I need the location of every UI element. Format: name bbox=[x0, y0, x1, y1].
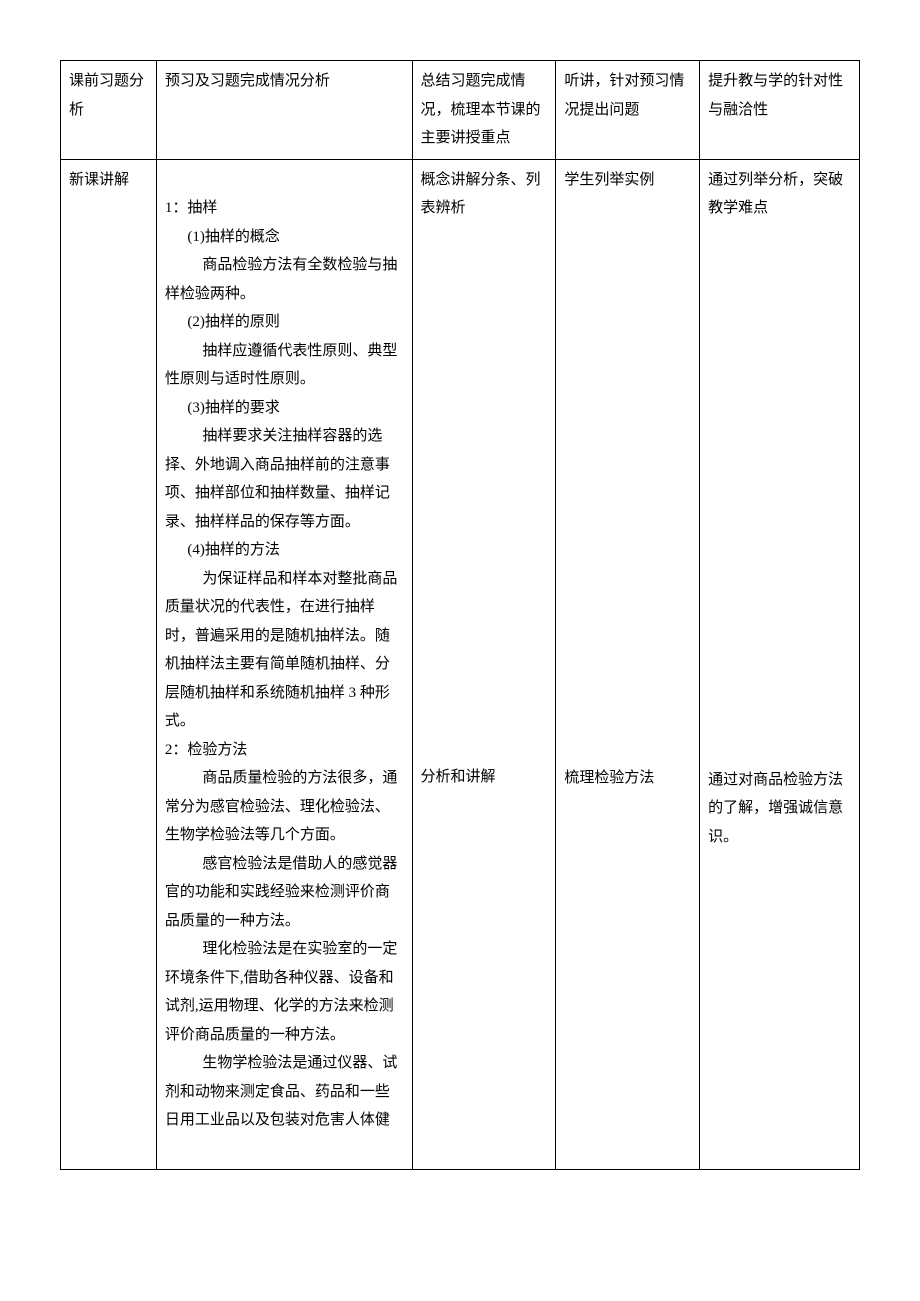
subsection-heading: (4)抽样的方法 bbox=[165, 536, 404, 565]
table-row: 课前习题分析 预习及习题完成情况分析 总结习题完成情况，梳理本节课的主要讲授重点… bbox=[61, 61, 860, 160]
cell-teacher: 概念讲解分条、列表辨析 分析和讲解 bbox=[412, 159, 556, 1170]
body-text: 商品质量检验的方法很多，通常分为感官检验法、理化检验法、生物学检验法等几个方面。 bbox=[165, 764, 404, 850]
body-text: 为保证样品和样本对整批商品质量状况的代表性，在进行抽样时，普遍采用的是随机抽样法… bbox=[165, 565, 404, 736]
body-text: 生物学检验法是通过仪器、试剂和动物来测定食品、药品和一些日用工业品以及包装对危害… bbox=[165, 1049, 404, 1135]
section-title: 2：检验方法 bbox=[165, 736, 404, 765]
cell-content: 1：抽样 (1)抽样的概念 商品检验方法有全数检验与抽样检验两种。 (2)抽样的… bbox=[156, 159, 412, 1170]
cell-student: 学生列举实例 梳理检验方法 bbox=[556, 159, 700, 1170]
subsection-heading: (3)抽样的要求 bbox=[165, 394, 404, 423]
body-text: 抽样应遵循代表性原则、典型性原则与适时性原则。 bbox=[165, 337, 404, 394]
body-text: 分析和讲解 bbox=[421, 763, 548, 792]
subsection-heading: (2)抽样的原则 bbox=[165, 308, 404, 337]
cell-content: 预习及习题完成情况分析 bbox=[156, 61, 412, 160]
cell-intent: 通过列举分析，突破教学难点 通过对商品检验方法的了解，增强诚信意识。 bbox=[700, 159, 860, 1170]
subsection-heading: (1)抽样的概念 bbox=[165, 223, 404, 252]
body-text: 通过列举分析，突破教学难点 bbox=[708, 166, 851, 223]
body-text: 学生列举实例 bbox=[564, 166, 691, 195]
cell-stage: 新课讲解 bbox=[61, 159, 157, 1170]
cell-stage: 课前习题分析 bbox=[61, 61, 157, 160]
body-text: 商品检验方法有全数检验与抽样检验两种。 bbox=[165, 251, 404, 308]
body-text: 抽样要求关注抽样容器的选择、外地调入商品抽样前的注意事项、抽样部位和抽样数量、抽… bbox=[165, 422, 404, 536]
body-text: 理化检验法是在实验室的一定环境条件下,借助各种仪器、设备和试剂,运用物理、化学的… bbox=[165, 935, 404, 1049]
table-row: 新课讲解 1：抽样 (1)抽样的概念 商品检验方法有全数检验与抽样检验两种。 (… bbox=[61, 159, 860, 1170]
lesson-plan-table: 课前习题分析 预习及习题完成情况分析 总结习题完成情况，梳理本节课的主要讲授重点… bbox=[60, 60, 860, 1170]
body-text: 概念讲解分条、列表辨析 bbox=[421, 166, 548, 223]
cell-student: 听讲，针对预习情况提出问题 bbox=[556, 61, 700, 160]
body-text: 梳理检验方法 bbox=[564, 764, 691, 793]
body-text: 通过对商品检验方法的了解，增强诚信意识。 bbox=[708, 766, 851, 852]
cell-intent: 提升教与学的针对性与融洽性 bbox=[700, 61, 860, 160]
cell-teacher: 总结习题完成情况，梳理本节课的主要讲授重点 bbox=[412, 61, 556, 160]
body-text: 感官检验法是借助人的感觉器官的功能和实践经验来检测评价商品质量的一种方法。 bbox=[165, 850, 404, 936]
section-title: 1：抽样 bbox=[165, 194, 404, 223]
